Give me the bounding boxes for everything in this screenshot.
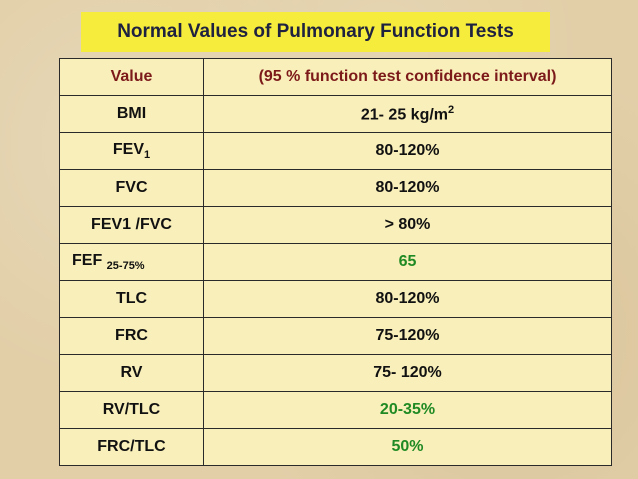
- table-header-row: Value (95 % function test confidence int…: [60, 59, 612, 96]
- row-value-fev1-fvc: > 80%: [204, 207, 612, 244]
- table-row: FRC/TLC 50%: [60, 429, 612, 466]
- table-row: FRC 75-120%: [60, 318, 612, 355]
- row-name-fev1-fvc: FEV1 /FVC: [60, 207, 204, 244]
- header-confidence-interval: (95 % function test confidence interval): [204, 59, 612, 96]
- row-name-frc-tlc: FRC/TLC: [60, 429, 204, 466]
- row-value-frc: 75-120%: [204, 318, 612, 355]
- table-row: FEV1 80-120%: [60, 133, 612, 170]
- slide-title-text: Normal Values of Pulmonary Function Test…: [117, 21, 514, 43]
- row-value-fvc: 80-120%: [204, 170, 612, 207]
- row-value-tlc: 80-120%: [204, 281, 612, 318]
- slide-title: Normal Values of Pulmonary Function Test…: [81, 12, 550, 52]
- row-name-tlc: TLC: [60, 281, 204, 318]
- table-row: FVC 80-120%: [60, 170, 612, 207]
- row-value-fef: 65: [204, 244, 612, 281]
- table-row: FEV1 /FVC > 80%: [60, 207, 612, 244]
- table-row: BMI 21- 25 kg/m2: [60, 96, 612, 133]
- pulmonary-function-table: Value (95 % function test confidence int…: [59, 58, 612, 466]
- row-value-fev1: 80-120%: [204, 133, 612, 170]
- table-row: RV 75- 120%: [60, 355, 612, 392]
- row-value-rv-tlc: 20-35%: [204, 392, 612, 429]
- row-value-bmi: 21- 25 kg/m2: [204, 96, 612, 133]
- row-name-fef: FEF 25-75%: [60, 244, 204, 281]
- row-name-frc: FRC: [60, 318, 204, 355]
- row-value-frc-tlc: 50%: [204, 429, 612, 466]
- row-name-rv: RV: [60, 355, 204, 392]
- header-value: Value: [60, 59, 204, 96]
- table-row: FEF 25-75% 65: [60, 244, 612, 281]
- table-row: RV/TLC 20-35%: [60, 392, 612, 429]
- row-value-rv: 75- 120%: [204, 355, 612, 392]
- row-name-rv-tlc: RV/TLC: [60, 392, 204, 429]
- table-row: TLC 80-120%: [60, 281, 612, 318]
- row-name-bmi: BMI: [60, 96, 204, 133]
- row-name-fev1: FEV1: [60, 133, 204, 170]
- row-name-fvc: FVC: [60, 170, 204, 207]
